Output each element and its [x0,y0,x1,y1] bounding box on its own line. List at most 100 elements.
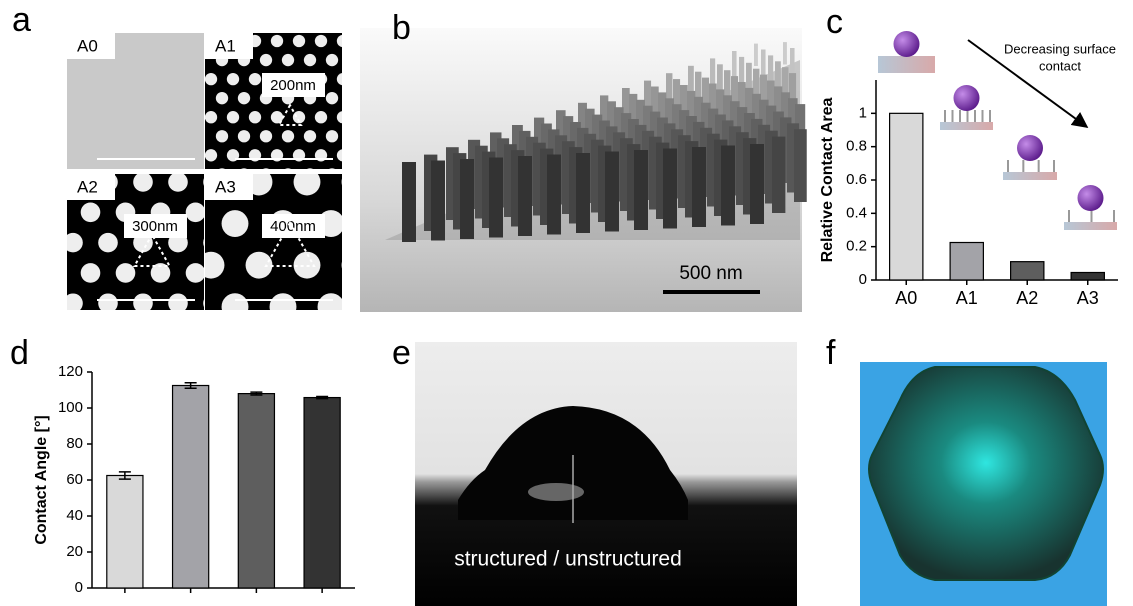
sphere [1078,185,1104,211]
sphere [894,31,920,57]
pillar-dot [282,130,294,142]
pillar [1113,210,1115,222]
tile-label: A1 [215,36,236,55]
pillar [1091,210,1093,222]
y-tick-label: 60 [66,471,83,488]
pillar-dot [348,54,360,66]
y-axis-label: Contact Angle [°] [33,415,50,544]
pillar-dot [326,92,338,104]
pillar [944,110,946,122]
pillar [576,153,590,233]
substrate [878,56,935,73]
bar [1011,262,1044,280]
pillar [402,162,416,242]
pillar [721,146,735,226]
pillar-dot [81,203,101,223]
annotation: Decreasing surface [1004,41,1116,56]
y-axis-label: Relative Contact Area [819,98,836,263]
panel-letter: b [392,9,411,47]
pillar-dot [249,73,261,85]
sphere [954,85,980,111]
pillar [989,110,991,122]
pillar [967,110,969,122]
pillar-dot [304,54,316,66]
y-tick-label: 0.4 [846,204,867,221]
pillar-dot [186,324,206,344]
pillar-dot [63,233,83,253]
pillar-dot [238,130,250,142]
panel-letter: a [12,1,31,39]
pillar-dot [246,335,273,362]
pillar-dot [63,293,83,313]
pillar-dot [133,293,153,313]
tile-label: A2 [77,177,98,196]
pillar-dot [294,335,321,362]
substrate [1003,172,1057,180]
bar [238,394,274,588]
pillar-dot [222,293,249,320]
substrate [1064,222,1117,230]
pillar-dot [315,35,327,47]
figure: 500 nm structured / unstructured Decreas… [0,0,1133,606]
pillar [794,129,807,202]
pitch-label: 200nm [270,77,316,94]
pillar-dot [315,111,327,123]
pillar-dot [337,73,349,85]
pillar-dot [238,92,250,104]
pillar [761,50,766,76]
pillar [754,44,758,66]
pillar [1068,210,1070,222]
pillar [1038,160,1040,172]
schematic [940,85,993,130]
bar [173,386,209,589]
y-tick-label: 0.8 [846,138,867,155]
pillar-dot [249,111,261,123]
pillar-dot [116,324,136,344]
panel-letter: c [826,3,843,41]
x-tick-label: A2 [1016,288,1038,308]
schematic [1003,135,1057,180]
pillar [982,110,984,122]
pillar-dot [186,263,206,283]
y-tick-label: 0.6 [846,171,867,188]
pillar-dot [337,149,349,161]
pillar-dot [168,293,188,313]
x-tick-label: A0 [895,288,917,308]
hexagon-sample [869,367,1103,580]
pillar-dot [260,130,272,142]
pillar-dot [246,252,273,279]
tile-label: A3 [215,177,236,196]
pillar-dot [205,73,217,85]
pillar-dot [205,149,217,161]
tile-label: A0 [77,36,98,55]
pillar-dot [81,324,101,344]
pillar [974,110,976,122]
pillar-dot [271,35,283,47]
pillar [1022,160,1024,172]
pillar [750,144,764,224]
bar [1071,273,1104,281]
y-tick-label: 0.2 [846,238,867,255]
image-caption: structured / unstructured [454,548,682,571]
y-tick-label: 100 [58,399,83,416]
panel-letter: f [826,334,836,372]
pillar [547,155,561,235]
pillar [1007,160,1009,172]
y-tick-label: 20 [66,543,83,560]
pillar-dot [227,111,239,123]
reflection [528,483,584,501]
panel-letter: e [392,334,411,372]
pillar-dot [168,172,188,192]
pillar-dot [348,130,360,142]
annotation: contact [1039,58,1081,73]
pillar-dot [326,130,338,142]
pitch-label: 300nm [132,218,178,235]
pillar [692,147,706,227]
x-tick-label: A3 [1077,288,1099,308]
y-tick-label: 1 [859,104,867,121]
pillar-dot [221,324,241,344]
pillar-dot [304,130,316,142]
pillar [732,51,737,77]
x-tick-label: A1 [956,288,978,308]
sphere [1017,135,1043,161]
